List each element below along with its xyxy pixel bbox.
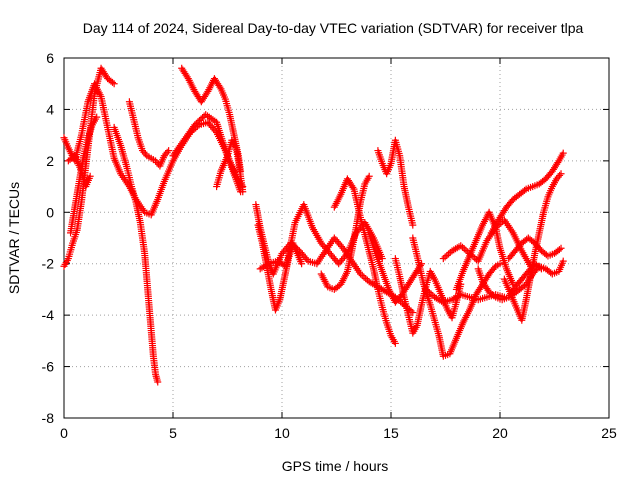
y-tick-label: -8 (42, 410, 55, 426)
x-axis-label: GPS time / hours (282, 458, 389, 474)
data-point (239, 188, 247, 196)
y-tick-label: 4 (46, 101, 54, 117)
data-point (195, 116, 203, 124)
data-point (555, 246, 563, 254)
y-tick-label: 2 (46, 153, 54, 169)
x-tick-label: 10 (274, 425, 290, 441)
x-tick-label: 20 (492, 425, 508, 441)
axis-ticks: 0 5 10 15 20 25 -8 -6 -4 -2 0 2 4 6 (42, 50, 617, 441)
x-tick-label: 15 (383, 425, 399, 441)
data-point (445, 250, 453, 258)
data-point (439, 255, 447, 263)
data-point (536, 264, 544, 272)
x-tick-label: 25 (601, 425, 617, 441)
data-point (141, 150, 149, 158)
y-tick-label: -6 (42, 359, 55, 375)
data-point (194, 118, 202, 126)
data-point (459, 243, 467, 251)
data-point (154, 378, 162, 386)
data-point (557, 244, 565, 252)
data-point (109, 78, 117, 86)
y-axis-label: SDTVAR / TECUs (6, 182, 22, 294)
data-point (378, 255, 386, 263)
data-point (554, 159, 562, 167)
data-point (360, 273, 368, 281)
data-point (191, 121, 199, 129)
y-tick-label: 0 (46, 204, 54, 220)
data-point (197, 115, 205, 123)
data-point (556, 171, 564, 179)
chart-title: Day 114 of 2024, Sidereal Day-to-day VTE… (83, 20, 584, 36)
data-point (521, 186, 529, 194)
data-point (303, 255, 311, 263)
data-point (559, 257, 567, 265)
y-tick-label: -2 (42, 256, 55, 272)
data-point (557, 170, 565, 178)
y-tick-label: 6 (46, 50, 54, 66)
data-point (165, 147, 173, 155)
data-point (441, 253, 449, 261)
data-point (391, 339, 399, 347)
plot-frame (63, 57, 610, 419)
data-point (199, 114, 207, 122)
data-point (496, 260, 504, 268)
data-point (443, 251, 451, 259)
data-point (163, 148, 171, 156)
data-point (409, 221, 417, 229)
data-point (298, 260, 306, 268)
data-point (203, 89, 211, 97)
x-tick-label: 5 (169, 425, 177, 441)
data-point (93, 113, 101, 121)
data-markers (60, 64, 567, 386)
x-tick-label: 0 (60, 425, 68, 441)
data-point (365, 172, 373, 180)
data-point (537, 265, 545, 273)
y-tick-label: -4 (42, 307, 55, 323)
data-point (362, 275, 370, 283)
data-point (490, 292, 498, 300)
data-point (183, 73, 191, 81)
data-point (349, 183, 357, 191)
data-point (192, 119, 200, 127)
data-point (216, 83, 224, 91)
data-point (559, 149, 567, 157)
data-point (110, 80, 118, 88)
data-point (86, 172, 94, 180)
data-point (338, 243, 346, 251)
